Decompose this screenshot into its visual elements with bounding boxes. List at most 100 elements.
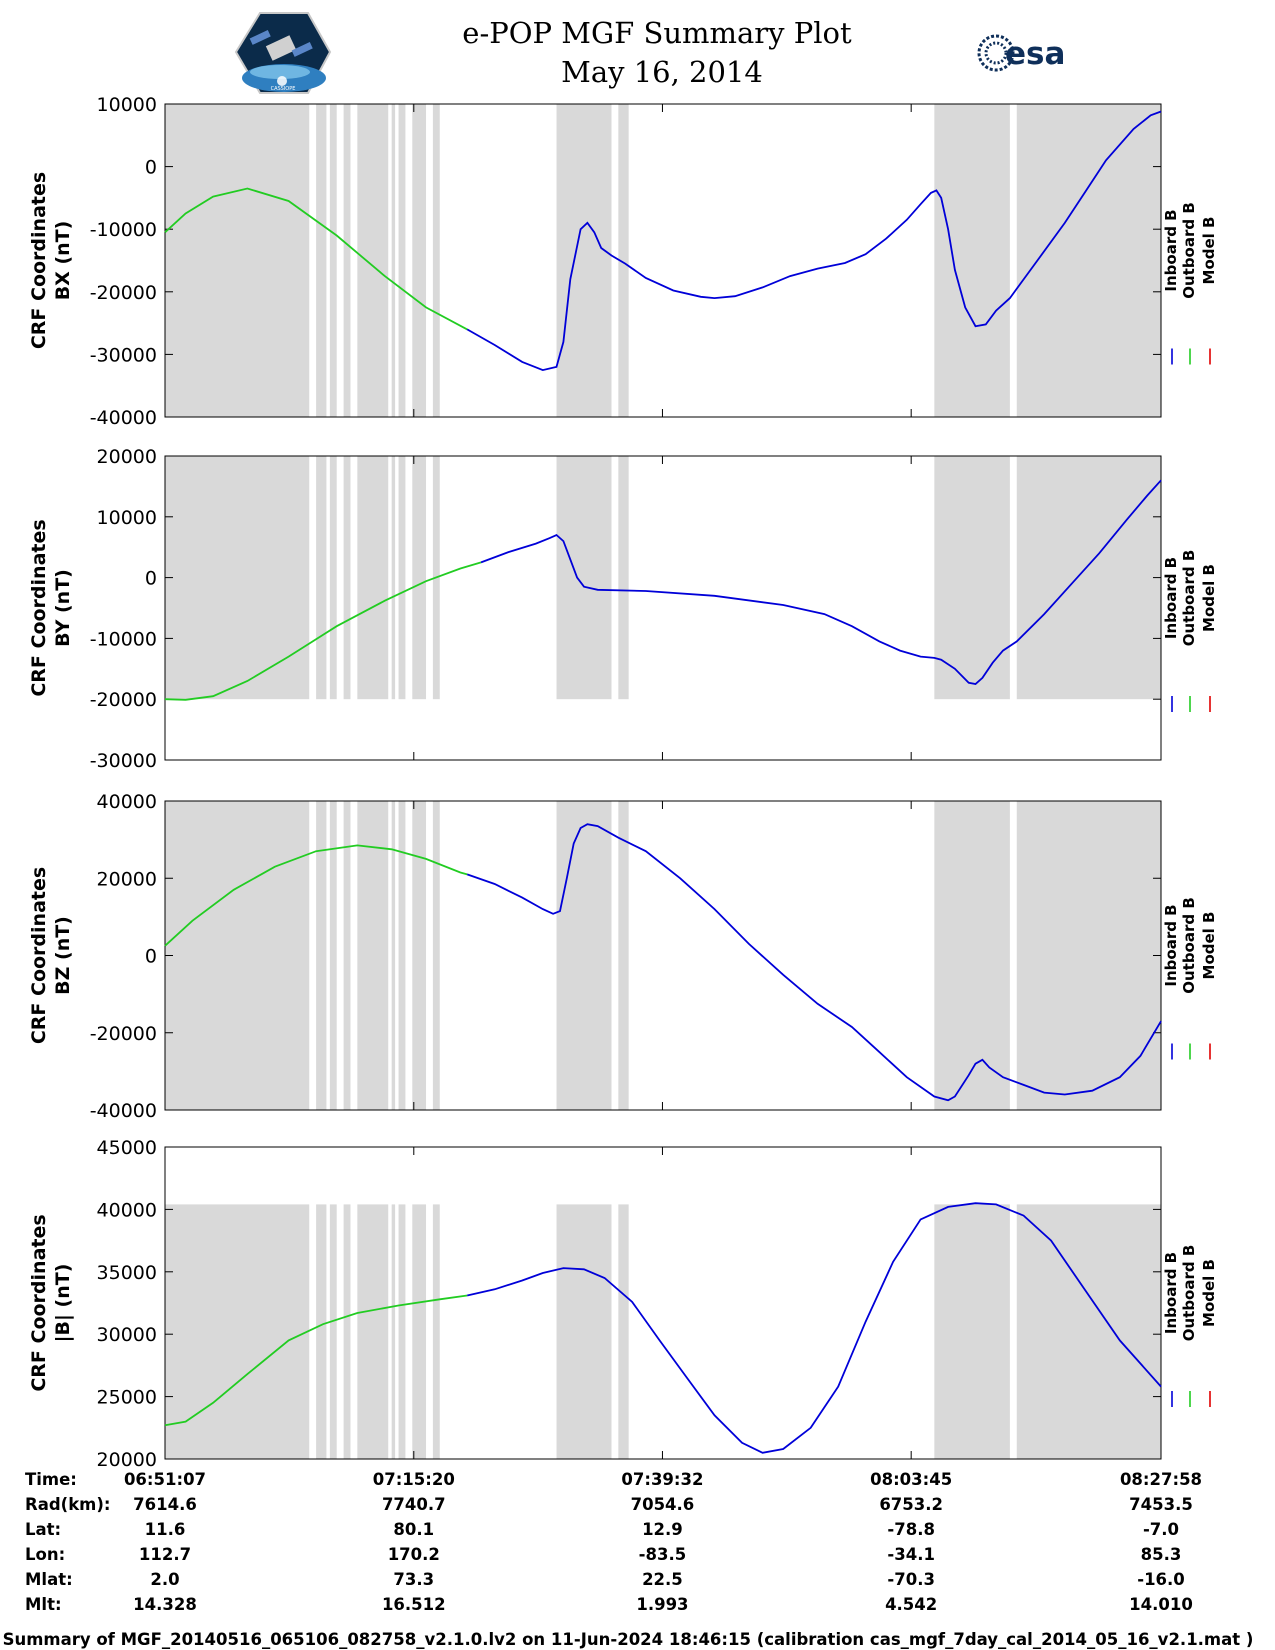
data-gap-shade bbox=[398, 456, 406, 700]
ephemeris-value: 14.010 bbox=[1129, 1595, 1193, 1614]
panel-by: -30000 -20000 -10000 0 10000 20000 CRF Coordin… bbox=[28, 446, 1218, 772]
ephemeris-value: 7054.6 bbox=[631, 1495, 695, 1514]
y-tick-label: 10000 bbox=[97, 94, 157, 116]
ephemeris-row-label: Mlt: bbox=[25, 1595, 62, 1614]
ephemeris-value: 1.993 bbox=[636, 1595, 688, 1614]
series-line-inboard-b bbox=[466, 823, 1162, 1102]
y-tick-label: -40000 bbox=[90, 407, 157, 429]
data-gap-shade bbox=[357, 801, 389, 1110]
ephemeris-row-label: Lon: bbox=[25, 1545, 65, 1564]
data-gap-shade bbox=[391, 801, 396, 1110]
ephemeris-value: 4.542 bbox=[885, 1595, 937, 1614]
ephemeris-value: 16.512 bbox=[382, 1595, 446, 1614]
cassiope-logo-text: CASSIOPE bbox=[271, 86, 296, 92]
ephemeris-value: 85.3 bbox=[1141, 1545, 1182, 1564]
legend-label: Outboard B bbox=[1180, 897, 1198, 994]
ephemeris-table: Time: Rad(km): Lat: Lon: Mlat: Mlt: 06:51:07 76… bbox=[25, 1470, 1202, 1614]
legend-label: Inboard B bbox=[1162, 1252, 1180, 1334]
y-tick-label: 20000 bbox=[97, 868, 157, 890]
y-axis-label: CRF Coordinates BZ (nT) bbox=[28, 867, 74, 1044]
ephemeris-value: -34.1 bbox=[887, 1545, 935, 1564]
data-gap-shade bbox=[357, 1204, 389, 1459]
legend-label: Model B bbox=[1200, 912, 1218, 980]
data-gap-shade bbox=[432, 1204, 440, 1459]
data-gap-shade bbox=[556, 456, 612, 700]
legend-label: Model B bbox=[1200, 217, 1218, 285]
data-gap-shade bbox=[1016, 801, 1161, 1110]
data-gap-shade bbox=[398, 801, 406, 1110]
data-gap-shade bbox=[165, 801, 310, 1110]
axes-frame bbox=[164, 1146, 1162, 1460]
ephemeris-value: 08:03:45 bbox=[870, 1470, 952, 1489]
ephemeris-value: 12.9 bbox=[642, 1520, 683, 1539]
data-gap-shade bbox=[618, 801, 629, 1110]
data-gap-shade bbox=[391, 1204, 396, 1459]
ephemeris-value: 07:39:32 bbox=[621, 1470, 703, 1489]
ephemeris-value: 22.5 bbox=[642, 1570, 683, 1589]
data-gap-shade bbox=[618, 1204, 629, 1459]
data-gap-shade bbox=[618, 456, 629, 700]
y-axis-label: CRF Coordinates BX (nT) bbox=[28, 172, 74, 349]
series-line-inboard-b bbox=[466, 110, 1162, 372]
y-axis-label: CRF Coordinates |B| (nT) bbox=[28, 1214, 74, 1391]
data-gap-shade bbox=[412, 1204, 427, 1459]
series-line-inboard-b bbox=[480, 479, 1162, 685]
series-line-inboard-b bbox=[467, 1202, 1162, 1454]
y-tick-label: 0 bbox=[145, 568, 157, 590]
data-gap-shade bbox=[165, 1204, 310, 1459]
y-axis-label: CRF Coordinates BY (nT) bbox=[28, 519, 74, 696]
y-tick-label: -10000 bbox=[90, 628, 157, 650]
ephemeris-value: 14.328 bbox=[133, 1595, 197, 1614]
legend-label: Outboard B bbox=[1180, 1245, 1198, 1342]
panel-b-magnitude: 20000 25000 30000 35000 40000 45000 CRF Coordi… bbox=[28, 1137, 1218, 1471]
data-gap-shade bbox=[316, 104, 327, 417]
ephemeris-value: -7.0 bbox=[1143, 1520, 1179, 1539]
legend-label: Outboard B bbox=[1180, 550, 1198, 647]
data-gap-shade bbox=[165, 104, 310, 417]
y-tick-label: 20000 bbox=[97, 1449, 157, 1471]
ephemeris-value: -78.8 bbox=[887, 1520, 935, 1539]
data-gap-shade bbox=[556, 104, 612, 417]
ephemeris-value: 80.1 bbox=[393, 1520, 434, 1539]
ephemeris-value: 170.2 bbox=[388, 1545, 440, 1564]
legend-label: Inboard B bbox=[1162, 904, 1180, 986]
data-gap-shade bbox=[412, 801, 427, 1110]
data-gap-shade bbox=[1016, 456, 1161, 700]
data-gap-shade bbox=[329, 1204, 337, 1459]
ephemeris-row-label: Rad(km): bbox=[25, 1495, 111, 1514]
y-tick-label: -20000 bbox=[90, 689, 157, 711]
ephemeris-value: 7740.7 bbox=[382, 1495, 446, 1514]
ephemeris-value: 2.0 bbox=[150, 1570, 179, 1589]
series-line-outboard-b bbox=[164, 844, 468, 947]
data-gap-shade bbox=[398, 104, 406, 417]
ephemeris-value: -83.5 bbox=[639, 1545, 687, 1564]
data-gap-shade bbox=[398, 1204, 406, 1459]
esa-logo-text: esa bbox=[1005, 36, 1065, 72]
y-tick-label: 45000 bbox=[97, 1137, 157, 1159]
data-gap-shade bbox=[934, 801, 1010, 1110]
legend-label: Inboard B bbox=[1162, 557, 1180, 639]
ephemeris-value: -70.3 bbox=[887, 1570, 935, 1589]
data-gap-shade bbox=[316, 801, 327, 1110]
panel-bz: -40000 -20000 0 20000 40000 CRF Coordinates BZ… bbox=[28, 791, 1218, 1122]
y-tick-label: 40000 bbox=[97, 791, 157, 813]
y-tick-label: -20000 bbox=[90, 282, 157, 304]
ephemeris-row-label: Time: bbox=[25, 1470, 77, 1489]
series-line-outboard-b bbox=[164, 1294, 468, 1427]
legend-label: Inboard B bbox=[1162, 209, 1180, 291]
data-gap-shade bbox=[412, 104, 427, 417]
ephemeris-value: 06:51:07 bbox=[124, 1470, 206, 1489]
data-gap-shade bbox=[934, 1204, 1010, 1459]
legend-label: Model B bbox=[1200, 1259, 1218, 1327]
ephemeris-value: 08:27:58 bbox=[1120, 1470, 1202, 1489]
data-gap-shade bbox=[1016, 1204, 1161, 1459]
data-gap-shade bbox=[343, 104, 351, 417]
ephemeris-value: 73.3 bbox=[393, 1570, 434, 1589]
data-gap-shade bbox=[412, 456, 427, 700]
data-gap-shade bbox=[357, 104, 389, 417]
y-tick-label: 0 bbox=[145, 946, 157, 968]
ephemeris-value: -16.0 bbox=[1137, 1570, 1185, 1589]
y-tick-label: 20000 bbox=[97, 446, 157, 468]
y-tick-label: 35000 bbox=[97, 1262, 157, 1284]
